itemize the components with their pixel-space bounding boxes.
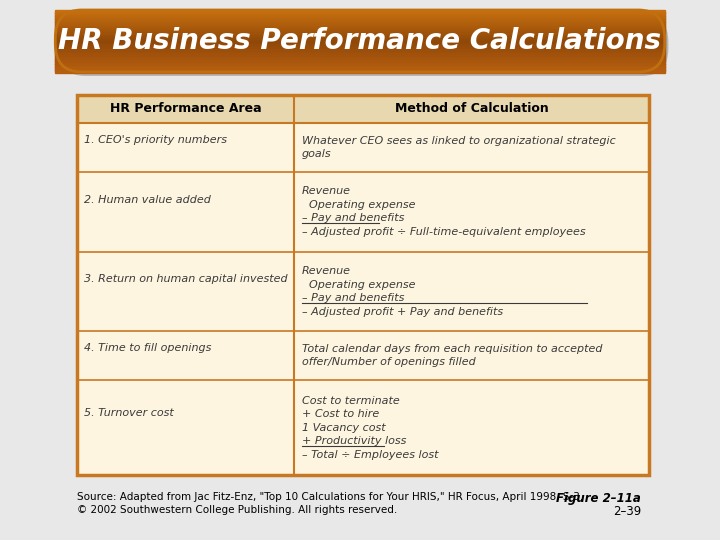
- Bar: [55, 18, 665, 21]
- Bar: [55, 52, 665, 55]
- Bar: [77, 95, 649, 475]
- Text: 2. Human value added: 2. Human value added: [84, 195, 211, 205]
- Bar: [55, 46, 665, 48]
- Text: Revenue: Revenue: [302, 266, 351, 276]
- Bar: [55, 69, 665, 71]
- Text: offer/Number of openings filled: offer/Number of openings filled: [302, 357, 475, 367]
- Text: + Cost to hire: + Cost to hire: [302, 409, 379, 419]
- Bar: [55, 70, 665, 73]
- Bar: [55, 66, 665, 69]
- Text: – Total ÷ Employees lost: – Total ÷ Employees lost: [302, 449, 438, 460]
- Bar: [55, 36, 665, 39]
- Bar: [55, 63, 665, 65]
- Bar: [55, 49, 665, 51]
- Bar: [55, 32, 665, 34]
- Bar: [77, 95, 649, 475]
- Text: Method of Calculation: Method of Calculation: [395, 103, 549, 116]
- Text: 1. CEO's priority numbers: 1. CEO's priority numbers: [84, 135, 228, 145]
- Bar: [55, 59, 665, 62]
- Bar: [55, 29, 665, 31]
- Bar: [55, 38, 665, 40]
- Bar: [55, 50, 665, 53]
- Bar: [55, 57, 665, 59]
- Text: Figure 2–11a: Figure 2–11a: [557, 492, 642, 505]
- Bar: [55, 41, 665, 44]
- Bar: [55, 44, 665, 46]
- Bar: [55, 25, 665, 28]
- Text: goals: goals: [302, 149, 331, 159]
- Text: + Productivity loss: + Productivity loss: [302, 436, 406, 446]
- Text: Whatever CEO sees as linked to organizational strategic: Whatever CEO sees as linked to organizat…: [302, 136, 616, 146]
- Bar: [55, 21, 665, 23]
- Text: © 2002 Southwestern College Publishing. All rights reserved.: © 2002 Southwestern College Publishing. …: [77, 505, 397, 515]
- Bar: [55, 24, 665, 26]
- Text: Operating expense: Operating expense: [302, 200, 415, 210]
- Text: Source: Adapted from Jac Fitz-Enz, "Top 10 Calculations for Your HRIS," HR Focus: Source: Adapted from Jac Fitz-Enz, "Top …: [77, 492, 583, 502]
- Bar: [55, 43, 665, 45]
- Bar: [55, 53, 665, 56]
- Text: Operating expense: Operating expense: [302, 280, 415, 289]
- Bar: [55, 27, 665, 30]
- Bar: [55, 15, 665, 17]
- Text: 5. Turnover cost: 5. Turnover cost: [84, 408, 174, 418]
- Text: 1 Vacancy cost: 1 Vacancy cost: [302, 422, 385, 433]
- Text: Cost to terminate: Cost to terminate: [302, 395, 400, 406]
- FancyBboxPatch shape: [59, 14, 668, 76]
- Text: – Adjusted profit + Pay and benefits: – Adjusted profit + Pay and benefits: [302, 307, 503, 316]
- Text: 3. Return on human capital invested: 3. Return on human capital invested: [84, 274, 288, 285]
- Text: 4. Time to fill openings: 4. Time to fill openings: [84, 343, 212, 353]
- Bar: [55, 33, 665, 36]
- Bar: [55, 39, 665, 42]
- Text: 2–39: 2–39: [613, 505, 642, 518]
- Bar: [55, 35, 665, 37]
- Text: HR Business Performance Calculations: HR Business Performance Calculations: [58, 27, 662, 55]
- Bar: [77, 95, 649, 123]
- Bar: [55, 10, 665, 12]
- Bar: [55, 30, 665, 33]
- Bar: [55, 11, 665, 14]
- Bar: [55, 58, 665, 60]
- Text: Total calendar days from each requisition to accepted: Total calendar days from each requisitio…: [302, 344, 602, 354]
- Text: – Pay and benefits: – Pay and benefits: [302, 293, 404, 303]
- Text: Revenue: Revenue: [302, 186, 351, 197]
- Bar: [55, 47, 665, 50]
- Text: – Pay and benefits: – Pay and benefits: [302, 213, 404, 224]
- Bar: [55, 13, 665, 16]
- Text: HR Performance Area: HR Performance Area: [109, 103, 261, 116]
- Bar: [55, 64, 665, 67]
- Text: – Adjusted profit ÷ Full-time-equivalent employees: – Adjusted profit ÷ Full-time-equivalent…: [302, 227, 585, 237]
- Bar: [55, 61, 665, 64]
- Bar: [55, 16, 665, 19]
- Bar: [55, 55, 665, 57]
- Bar: [55, 22, 665, 25]
- Bar: [55, 68, 665, 70]
- Bar: [55, 19, 665, 22]
